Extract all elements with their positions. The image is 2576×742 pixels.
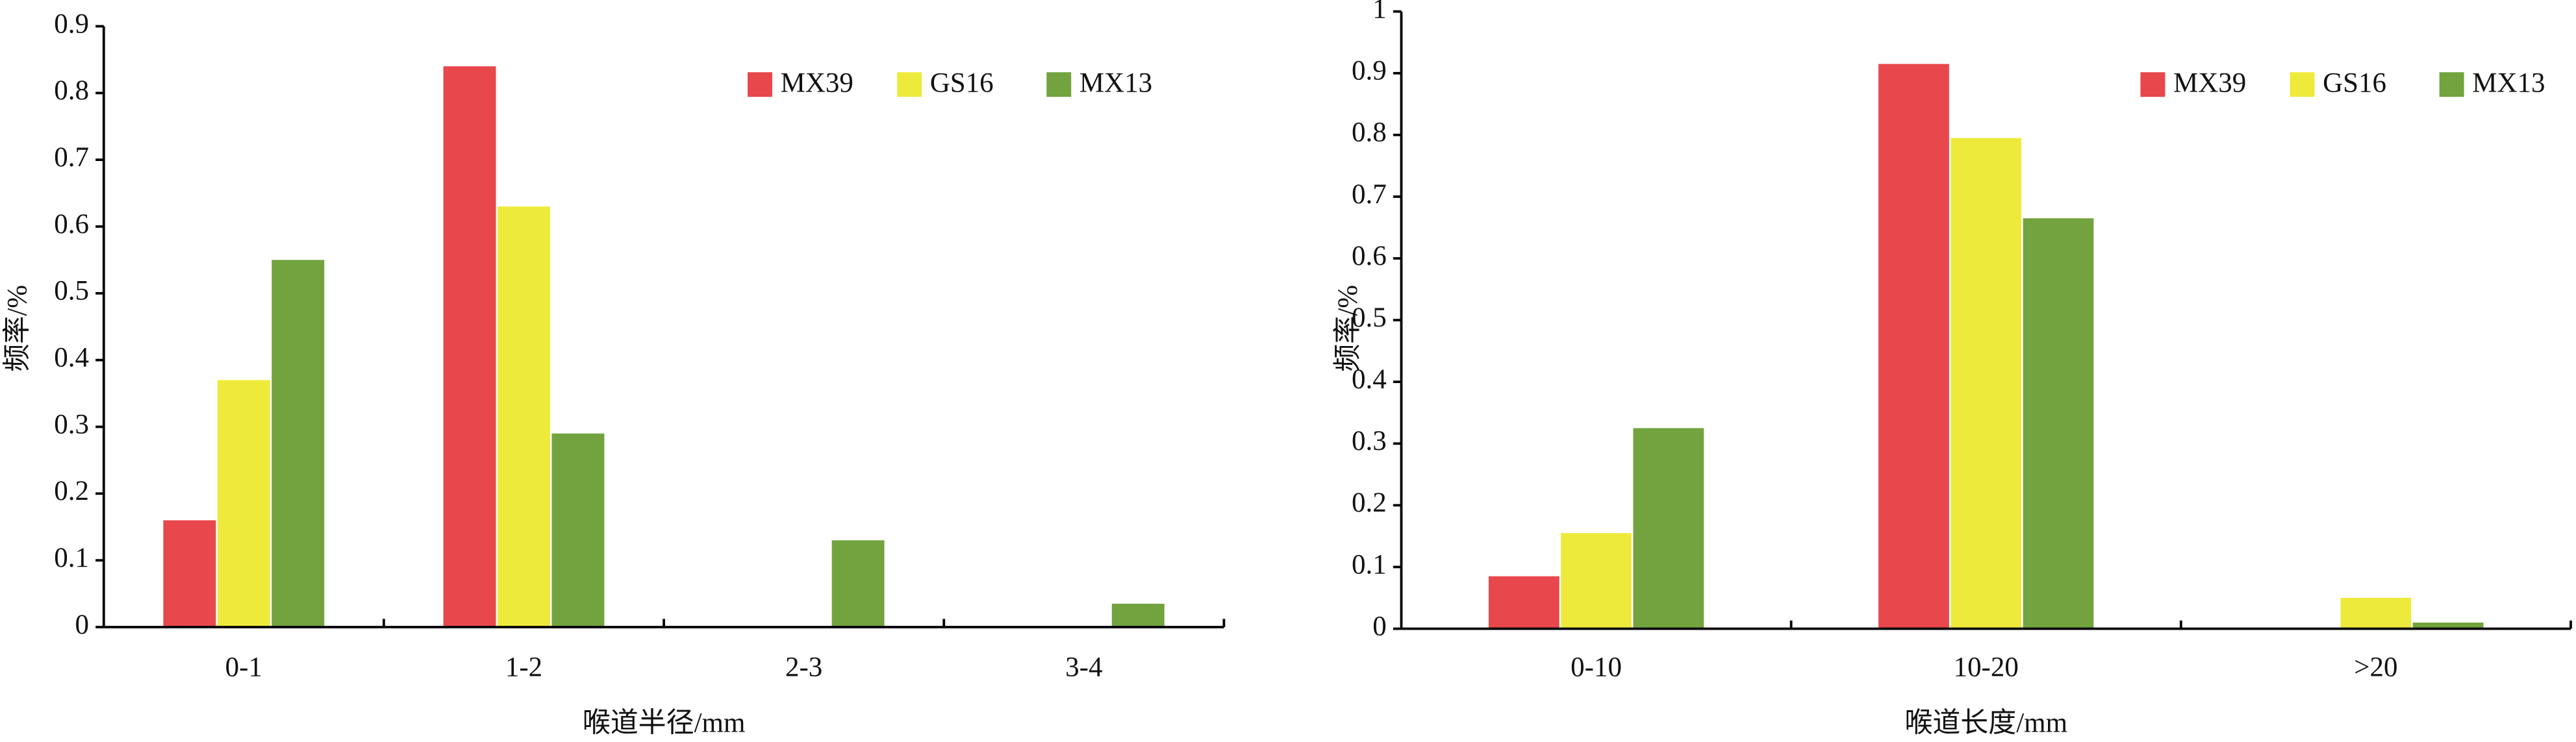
y-tick-label: 0.1 <box>1352 549 1387 580</box>
legend-swatch <box>2140 72 2166 97</box>
y-tick-label: 0 <box>1372 611 1386 641</box>
legend-label: GS16 <box>2323 68 2386 98</box>
x-tick-label: 1-2 <box>505 652 542 683</box>
y-tick-label: 0.4 <box>54 343 89 373</box>
y-tick-label: 0.9 <box>54 8 89 39</box>
y-tick-label: 0.6 <box>1352 241 1387 271</box>
legend-swatch <box>2439 72 2464 97</box>
bar <box>1561 533 1632 629</box>
x-tick-label: 0-1 <box>225 652 262 683</box>
legend-swatch <box>2290 72 2315 97</box>
legend-label: MX39 <box>781 68 853 98</box>
y-tick-label: 0.1 <box>54 543 89 573</box>
y-tick-label: 0.5 <box>1352 303 1387 333</box>
y-tick-label: 0.9 <box>1352 56 1387 86</box>
x-tick-label: 0-10 <box>1571 652 1622 683</box>
bar <box>1488 576 1559 629</box>
x-tick-label: 3-4 <box>1065 652 1102 683</box>
bar <box>2340 597 2412 629</box>
x-axis-label: 喉道半径/mm <box>583 708 746 739</box>
bar <box>217 380 270 627</box>
legend-swatch <box>897 72 922 97</box>
bar <box>163 520 216 627</box>
bar <box>1633 428 1704 629</box>
y-tick-label: 0 <box>75 610 89 640</box>
legend-label: MX39 <box>2173 68 2246 98</box>
x-tick-label: 10-20 <box>1954 652 2019 683</box>
legend-label: MX13 <box>2472 68 2545 98</box>
bar <box>498 206 550 627</box>
y-tick-label: 0.5 <box>54 276 89 306</box>
bar <box>551 433 605 627</box>
y-tick-label: 0.8 <box>54 75 89 106</box>
y-tick-label: 0.3 <box>1352 426 1387 456</box>
x-tick-label: >20 <box>2354 652 2397 683</box>
y-tick-label: 0.3 <box>54 409 89 439</box>
y-tick-label: 0.7 <box>1352 179 1387 210</box>
x-tick-label: 2-3 <box>785 652 822 683</box>
y-axis-label: 频率/% <box>1332 285 1363 372</box>
y-tick-label: 1 <box>1372 0 1386 25</box>
y-tick-label: 0.2 <box>54 476 89 506</box>
bar <box>2023 218 2094 629</box>
y-tick-label: 0.6 <box>54 209 89 240</box>
y-tick-label: 0.2 <box>1352 488 1387 518</box>
legend-swatch <box>748 72 772 97</box>
bar <box>1111 603 1165 627</box>
y-tick-label: 0.4 <box>1352 364 1387 395</box>
bar <box>271 260 325 627</box>
legend-label: MX13 <box>1080 68 1152 98</box>
y-axis-label: 频率/% <box>2 285 33 372</box>
x-axis-label: 喉道长度/mm <box>1904 708 2067 739</box>
bar <box>443 66 496 627</box>
bar <box>1951 138 2022 629</box>
y-tick-label: 0.7 <box>54 142 89 173</box>
y-tick-label: 0.8 <box>1352 117 1387 148</box>
bar <box>2412 623 2484 629</box>
legend-label: GS16 <box>930 68 994 98</box>
legend-swatch <box>1046 72 1072 97</box>
bar <box>831 540 885 627</box>
bar <box>1878 64 1949 629</box>
